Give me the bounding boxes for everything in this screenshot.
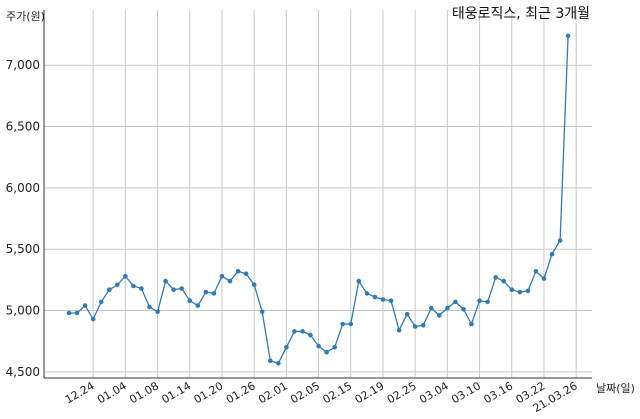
data-point xyxy=(171,287,176,293)
x-tick-label: 01.08 xyxy=(127,379,161,406)
data-point xyxy=(187,298,193,304)
x-tick-label: 01.14 xyxy=(159,379,193,406)
chart-title: 태웅로직스, 최근 3개월 xyxy=(452,6,590,22)
data-point xyxy=(179,286,184,291)
data-point xyxy=(525,288,531,294)
data-point xyxy=(219,273,225,279)
data-point xyxy=(147,304,152,310)
data-point xyxy=(557,238,563,243)
data-point xyxy=(139,286,144,291)
data-point xyxy=(565,33,571,39)
data-point xyxy=(276,361,281,366)
data-point xyxy=(372,294,378,300)
x-tick-label: 01.04 xyxy=(95,379,129,406)
x-tick-label: 12.24 xyxy=(63,379,97,406)
x-tick-label: 01.20 xyxy=(192,379,226,406)
y-tick-label: 4,500 xyxy=(6,365,40,379)
x-tick-label: 02.01 xyxy=(256,379,290,406)
data-point xyxy=(396,327,402,333)
data-point xyxy=(485,299,490,305)
x-axis-label: 날짜(일) xyxy=(596,381,635,395)
data-point xyxy=(235,269,241,274)
data-point xyxy=(364,291,370,296)
data-point xyxy=(340,321,346,327)
data-point xyxy=(107,287,112,293)
grid-lines xyxy=(44,10,592,378)
data-point xyxy=(155,309,160,315)
data-point xyxy=(131,283,136,289)
data-point xyxy=(380,297,386,302)
data-point xyxy=(90,316,96,322)
data-point xyxy=(82,303,88,308)
x-tick-label: 02.25 xyxy=(385,379,419,406)
y-tick-label: 5,000 xyxy=(6,304,40,318)
data-point xyxy=(348,321,354,327)
axes xyxy=(43,10,592,379)
data-point xyxy=(324,349,329,355)
data-point xyxy=(469,321,474,327)
data-point xyxy=(493,275,499,280)
data-point xyxy=(203,289,209,295)
data-point xyxy=(453,299,458,305)
y-tick-label: 7,000 xyxy=(6,58,40,72)
data-point xyxy=(251,282,257,288)
data-point xyxy=(356,278,362,284)
data-point xyxy=(461,307,466,312)
x-tick-labels: 12.2401.0401.0801.1401.2001.2602.0102.05… xyxy=(63,379,580,415)
y-tick-label: 6,000 xyxy=(6,181,40,195)
data-point xyxy=(404,311,410,317)
data-point xyxy=(123,273,128,279)
data-point xyxy=(517,289,523,295)
x-tick-label: 02.15 xyxy=(320,379,354,406)
data-point xyxy=(115,282,120,288)
data-point xyxy=(259,309,265,315)
data-point xyxy=(437,313,442,318)
data-point xyxy=(509,287,515,293)
data-point xyxy=(477,298,482,304)
data-point xyxy=(66,310,72,316)
data-point xyxy=(300,329,305,334)
data-point xyxy=(533,269,539,274)
data-point xyxy=(308,332,313,338)
data-point xyxy=(388,298,394,304)
data-point xyxy=(501,278,507,284)
data-point xyxy=(420,323,426,328)
data-point xyxy=(292,329,297,334)
y-axis-label: 주가(원) xyxy=(6,10,45,23)
data-point xyxy=(74,310,80,316)
x-tick-label: 02.19 xyxy=(353,379,387,406)
data-point xyxy=(412,324,418,329)
x-tick-label: 01.26 xyxy=(224,379,258,406)
data-point xyxy=(98,299,104,305)
y-tick-label: 5,500 xyxy=(6,242,40,256)
data-point xyxy=(316,343,321,349)
data-point xyxy=(163,278,168,284)
data-point xyxy=(227,278,233,284)
x-tick-label: 03.16 xyxy=(481,379,515,406)
data-point xyxy=(284,345,289,350)
data-point xyxy=(445,305,450,311)
y-tick-label: 6,500 xyxy=(6,120,40,134)
y-tick-labels: 4,500 5,000 5,500 6,000 6,500 7,000 xyxy=(6,58,40,379)
data-point xyxy=(268,358,273,364)
data-point xyxy=(541,276,547,281)
x-tick-label: 03.10 xyxy=(449,379,483,406)
data-point xyxy=(549,251,555,257)
data-point xyxy=(195,303,201,308)
data-point xyxy=(211,291,217,296)
x-tick-label: 02.05 xyxy=(288,379,322,406)
x-tick-label: 03.04 xyxy=(417,379,451,406)
series-price xyxy=(66,33,571,366)
data-point xyxy=(429,305,434,311)
data-point xyxy=(243,271,249,277)
data-point xyxy=(332,345,338,350)
